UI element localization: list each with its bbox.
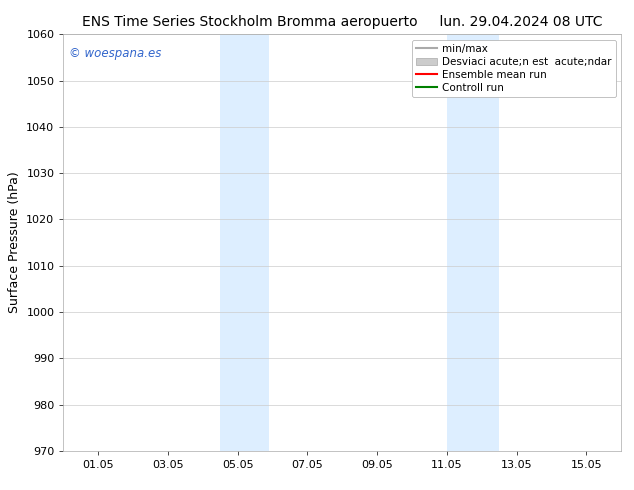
Bar — [221, 34, 269, 451]
Text: © woespana.es: © woespana.es — [69, 47, 162, 60]
Y-axis label: Surface Pressure (hPa): Surface Pressure (hPa) — [8, 172, 21, 314]
Title: ENS Time Series Stockholm Bromma aeropuerto     lun. 29.04.2024 08 UTC: ENS Time Series Stockholm Bromma aeropue… — [82, 15, 602, 29]
Bar — [447, 34, 500, 451]
Legend: min/max, Desviaci acute;n est  acute;ndar, Ensemble mean run, Controll run: min/max, Desviaci acute;n est acute;ndar… — [412, 40, 616, 97]
